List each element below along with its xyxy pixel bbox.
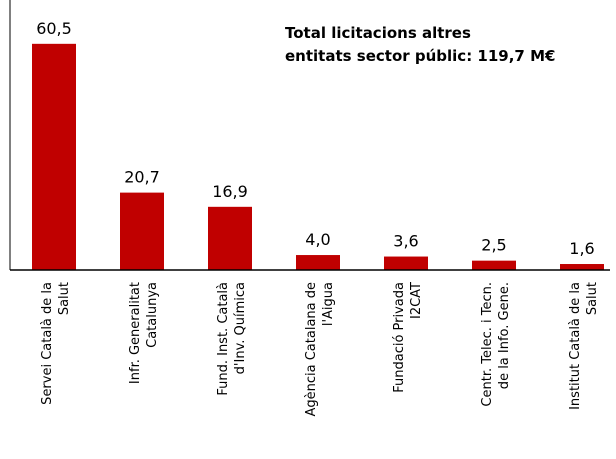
chart-title: Total licitacions altres entitats sector … (285, 24, 555, 65)
bar (208, 206, 252, 270)
bar (384, 256, 428, 270)
bar (32, 43, 76, 271)
value-label: 60,5 (36, 19, 72, 38)
x-tick-label: Centr. Telec. i Tecn. de la Info. Gene. (480, 282, 512, 407)
bar (120, 192, 164, 270)
x-tick-label: Fund. Inst. Català d'Inv. Química (216, 282, 248, 396)
value-label: 3,6 (393, 232, 418, 251)
value-label: 2,5 (481, 236, 506, 255)
value-label: 16,9 (212, 182, 248, 201)
x-tick-label: Agència Catalana de l'Aigua (304, 282, 336, 417)
x-tick-label: Institut Català de la Salut (568, 282, 600, 410)
x-tick-label: Servei Català de la Salut (40, 282, 72, 405)
value-label: 4,0 (305, 230, 330, 249)
value-label: 1,6 (569, 239, 594, 258)
value-label: 20,7 (124, 168, 160, 187)
bar (472, 260, 516, 270)
bar (296, 255, 340, 270)
bar (560, 264, 604, 270)
x-tick-label: Fundació Privada I2CAT (392, 282, 424, 393)
x-tick-label: Infr. Generalitat Catalunya (128, 282, 160, 384)
